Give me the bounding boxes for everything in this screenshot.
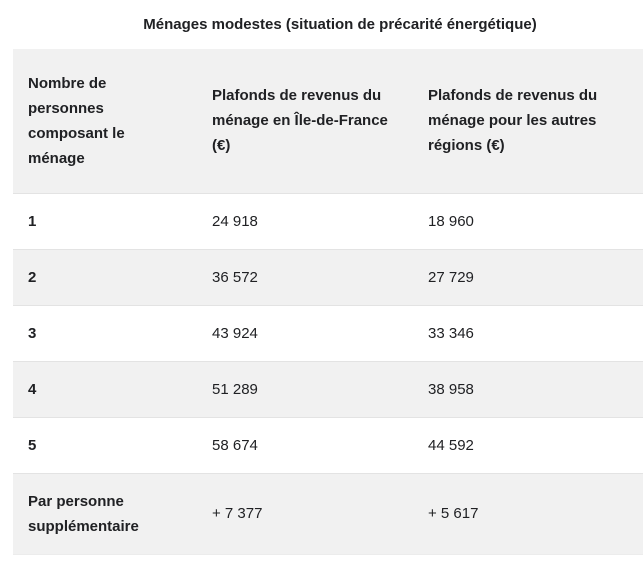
idf-ceiling-cell: 51 289 [212, 380, 258, 398]
table-row: 2 36 572 27 729 [13, 249, 643, 305]
table-container: Ménages modestes (situation de précarité… [13, 0, 643, 555]
household-size-cell: 3 [28, 324, 37, 342]
header-other-regions-income-ceiling: Plafonds de revenus du ménage pour les a… [428, 87, 598, 155]
idf-ceiling-cell: 43 924 [212, 324, 258, 342]
idf-ceiling-cell: 24 918 [212, 212, 258, 230]
household-size-cell: Par personne supplémentaire [28, 492, 139, 535]
table-row: Par personne supplémentaire + 7 377 + 5 … [13, 473, 643, 554]
idf-ceiling-cell: + 7 377 [212, 505, 263, 522]
other-regions-ceiling-cell: 33 346 [428, 324, 474, 342]
income-thresholds-table: Nombre de personnes composant le ménage … [13, 49, 643, 555]
household-size-cell: 2 [28, 268, 37, 286]
table-row: 4 51 289 38 958 [13, 361, 643, 417]
table-row: 5 58 674 44 592 [13, 417, 643, 473]
household-size-cell: 5 [28, 436, 37, 454]
table-row: 3 43 924 33 346 [13, 305, 643, 361]
household-size-cell: 4 [28, 380, 37, 398]
idf-ceiling-cell: 36 572 [212, 268, 258, 286]
other-regions-ceiling-cell: 18 960 [428, 212, 474, 230]
household-size-cell: 1 [28, 212, 37, 230]
table-title: Ménages modestes (situation de précarité… [143, 16, 537, 33]
other-regions-ceiling-cell: 27 729 [428, 268, 474, 286]
header-household-size: Nombre de personnes composant le ménage [28, 74, 125, 167]
other-regions-ceiling-cell: + 5 617 [428, 505, 479, 522]
idf-ceiling-cell: 58 674 [212, 436, 258, 454]
header-idf-income-ceiling: Plafonds de revenus du ménage en Île-de-… [212, 87, 388, 155]
header-row: Nombre de personnes composant le ménage … [13, 49, 643, 193]
other-regions-ceiling-cell: 44 592 [428, 436, 474, 454]
table-row: 1 24 918 18 960 [13, 193, 643, 249]
other-regions-ceiling-cell: 38 958 [428, 380, 474, 398]
